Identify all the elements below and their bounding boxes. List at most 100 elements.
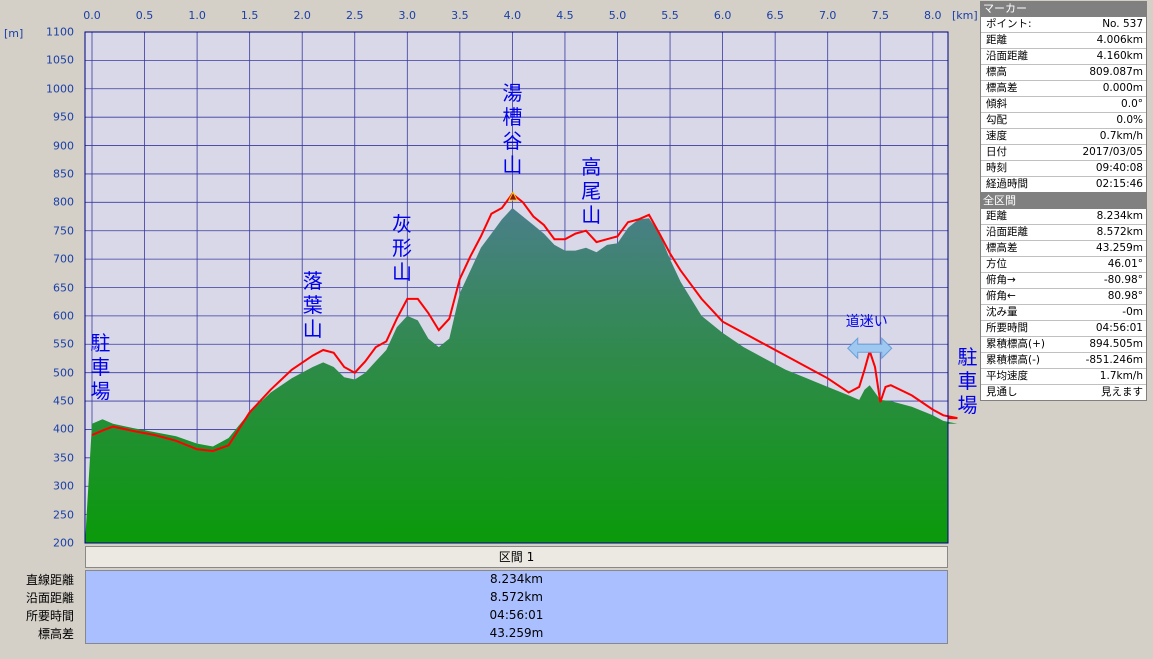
marker-point-shape[interactable] <box>508 191 518 201</box>
annotation-takao-san: 高尾山 <box>581 154 602 227</box>
summary-box: 8.234km 8.572km 04:56:01 43.259m <box>85 570 948 644</box>
y-tick-label: 300 <box>53 479 74 493</box>
x-tick-label: 6.0 <box>713 9 732 22</box>
double-arrow-shape <box>847 337 893 360</box>
marker_panel-value: 2017/03/05 <box>1082 146 1143 158</box>
total_panel-row: 俯角← 80.98° <box>981 289 1146 305</box>
x-tick-label: 4.5 <box>556 9 574 22</box>
marker_panel-value: 4.160km <box>1096 50 1143 62</box>
marker_panel-row: 沿面距離 4.160km <box>981 49 1146 65</box>
x-tick-label: 2.5 <box>346 9 364 22</box>
marker_panel-value: 809.087m <box>1089 66 1143 78</box>
total_panel-value: 8.572km <box>1096 226 1143 238</box>
marker_panel-key: 距離 <box>986 34 1007 46</box>
total-panel-title: 全区間 <box>980 193 1147 209</box>
x-tick-label: 5.0 <box>608 9 627 22</box>
total_panel-row: 俯角→ -80.98° <box>981 273 1146 289</box>
marker_panel-row: 経過時間 02:15:46 <box>981 177 1146 192</box>
total_panel-row: 見通し 見えます <box>981 385 1146 400</box>
marker-panel-title: マーカー <box>980 1 1147 17</box>
y-tick-label: 800 <box>53 195 74 209</box>
marker_panel-row: 傾斜 0.0° <box>981 97 1146 113</box>
marker_panel-row: 距離 4.006km <box>981 33 1146 49</box>
y-tick-label: 250 <box>53 508 74 522</box>
x-tick-label: 3.0 <box>398 9 417 22</box>
y-tick-label: 500 <box>53 366 74 380</box>
marker_panel-key: 速度 <box>986 130 1007 142</box>
y-tick-label: 550 <box>53 337 74 351</box>
y-tick-label: 450 <box>53 394 74 408</box>
total_panel-value: -0m <box>1122 306 1143 318</box>
total-table: 距離 8.234km 沿面距離 8.572km 標高差 43.259m 方位 46.01° 俯角… <box>980 209 1147 401</box>
x-tick-label: 2.0 <box>293 9 311 22</box>
total_panel-value: 894.505m <box>1089 338 1143 350</box>
total_panel-row: 累積標高(-) -851.246m <box>981 353 1146 369</box>
y-tick-label: 650 <box>53 281 74 294</box>
marker_panel-value: 4.006km <box>1096 34 1143 46</box>
summary-label-elevation-diff: 標高差 <box>37 627 74 641</box>
total_panel-row: 沿面距離 8.572km <box>981 225 1146 241</box>
marker-table: ポイント: No. 537 距離 4.006km 沿面距離 4.160km 標高 809.08… <box>980 17 1147 193</box>
marker_panel-value: 0.0% <box>1116 114 1143 126</box>
summary-label-surface-distance: 沿面距離 <box>25 591 74 605</box>
annotation-yubune-dani-yama: 湯槽谷山 <box>502 80 523 177</box>
marker_panel-row: 速度 0.7km/h <box>981 129 1146 145</box>
y-tick-label: 700 <box>53 252 74 266</box>
annotation-parking-start: 駐車場 <box>90 330 111 403</box>
x-tick-label: 1.0 <box>188 9 206 22</box>
total_panel-key: 距離 <box>986 210 1007 222</box>
total_panel-key: 俯角→ <box>986 274 1016 286</box>
total_panel-key: 平均速度 <box>986 370 1028 382</box>
y-tick-label: 950 <box>53 110 74 124</box>
marker_panel-key: 標高 <box>986 66 1007 78</box>
marker_panel-row: 標高 809.087m <box>981 65 1146 81</box>
summary-straight-distance: 8.234km <box>490 572 543 586</box>
total_panel-value: 43.259m <box>1096 242 1143 254</box>
marker-panel: マーカー ポイント: No. 537 距離 4.006km 沿面距離 4.160km 標高 8… <box>980 1 1147 193</box>
section-header[interactable]: 区間 1 <box>85 546 948 568</box>
x-axis-unit: [km] <box>952 9 978 22</box>
x-tick-label: 3.5 <box>451 9 469 22</box>
total_panel-value: 8.234km <box>1096 210 1143 222</box>
marker_panel-row: 日付 2017/03/05 <box>981 145 1146 161</box>
marker_panel-key: 時刻 <box>986 162 1007 174</box>
current-marker-icon[interactable] <box>508 191 518 201</box>
x-tick-label: 7.0 <box>818 9 837 22</box>
double-arrow-icon <box>847 337 893 360</box>
summary-surface-distance: 8.572km <box>490 590 543 604</box>
marker_panel-key: 勾配 <box>986 114 1007 126</box>
total_panel-value: 46.01° <box>1107 258 1143 270</box>
marker_panel-key: ポイント: <box>986 18 1032 30</box>
y-axis-unit: [m] <box>4 27 24 40</box>
x-tick-label: 6.5 <box>766 9 784 22</box>
annotation-rakuyo-san: 落葉山 <box>302 268 323 341</box>
y-tick-label: 400 <box>53 422 74 436</box>
total_panel-row: 距離 8.234km <box>981 209 1146 225</box>
total_panel-key: 見通し <box>986 386 1018 398</box>
y-tick-label: 900 <box>53 139 74 153</box>
y-tick-label: 1100 <box>46 25 74 39</box>
y-tick-label: 350 <box>53 451 74 465</box>
x-tick-label: 8.0 <box>924 9 942 22</box>
y-tick-label: 1050 <box>46 53 74 67</box>
marker_panel-value: 09:40:08 <box>1095 162 1143 174</box>
y-tick-label: 200 <box>53 536 74 550</box>
marker_panel-row: 標高差 0.000m <box>981 81 1146 97</box>
total_panel-key: 俯角← <box>986 290 1016 302</box>
plot-frame <box>84 31 949 544</box>
total_panel-row: 平均速度 1.7km/h <box>981 369 1146 385</box>
marker_panel-key: 経過時間 <box>986 178 1028 190</box>
marker_panel-key: 標高差 <box>986 82 1018 94</box>
annotation-haigata-san: 灰形山 <box>392 211 413 284</box>
y-tick-label: 750 <box>53 224 74 238</box>
x-tick-label: 1.5 <box>240 9 259 22</box>
marker_panel-row: 勾配 0.0% <box>981 113 1146 129</box>
x-tick-label: 7.5 <box>871 9 890 22</box>
annotation-parking-end: 駐車場 <box>957 345 978 418</box>
total_panel-row: 所要時間 04:56:01 <box>981 321 1146 337</box>
marker_panel-value: No. 537 <box>1102 18 1143 30</box>
marker_panel-value: 0.000m <box>1102 82 1143 94</box>
total_panel-value: -851.246m <box>1085 354 1143 366</box>
x-tick-label: 5.5 <box>661 9 679 22</box>
total_panel-row: 沈み量 -0m <box>981 305 1146 321</box>
